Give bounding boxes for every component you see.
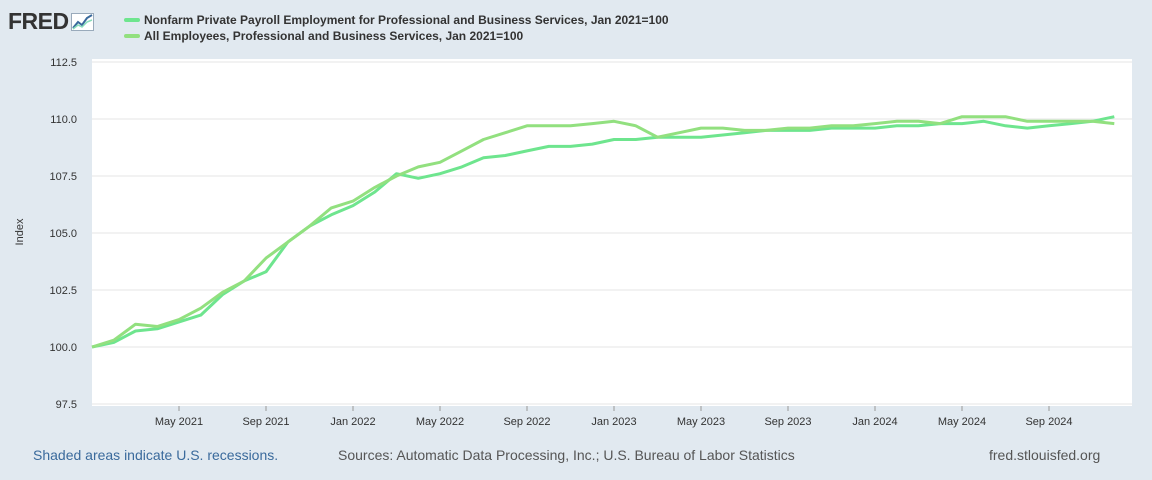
fred-graph-icon: [70, 12, 94, 31]
fred-logo-text: FRED: [8, 8, 69, 34]
legend-label-series1: Nonfarm Private Payroll Employment for P…: [144, 13, 669, 27]
y-tick-label: 102.5: [49, 285, 77, 297]
x-tick-label: Sep 2023: [764, 416, 811, 428]
legend-swatch-series2: [124, 34, 140, 38]
legend-swatch-series1: [124, 18, 140, 22]
x-tick-label: May 2024: [938, 416, 986, 428]
x-axis: May 2021 Sep 2021 Jan 2022 May 2022 Sep 2022…: [155, 406, 1073, 428]
x-tick-label: Sep 2024: [1025, 416, 1072, 428]
y-tick-label: 110.0: [50, 114, 77, 126]
line-chart[interactable]: 97.5 100.0 102.5 105.0 107.5 110.0 112.5 May 2…: [0, 0, 1152, 440]
site-link[interactable]: fred.stlouisfed.org: [989, 447, 1101, 463]
legend: Nonfarm Private Payroll Employment for P…: [124, 12, 669, 44]
y-axis-label: Index: [14, 218, 26, 245]
x-tick-label: Sep 2021: [242, 416, 289, 428]
y-tick-label: 100.0: [49, 342, 77, 354]
x-tick-label: May 2023: [677, 416, 725, 428]
x-tick-label: Sep 2022: [503, 416, 550, 428]
y-tick-label: 105.0: [49, 228, 77, 240]
y-tick-label: 97.5: [56, 399, 77, 411]
grid-lines: [92, 61, 1132, 405]
x-tick-label: Jan 2023: [591, 416, 636, 428]
y-tick-label: 107.5: [49, 171, 77, 183]
x-tick-label: May 2021: [155, 416, 203, 428]
sources-note: Sources: Automatic Data Processing, Inc.…: [338, 447, 795, 463]
y-axis: 97.5 100.0 102.5 105.0 107.5 110.0 112.5: [49, 57, 77, 411]
y-tick-label: 112.5: [50, 57, 77, 69]
series-line-2[interactable]: [91, 115, 1115, 349]
fred-logo[interactable]: FRED: [8, 8, 95, 35]
x-tick-label: Jan 2024: [852, 416, 897, 428]
x-tick-label: May 2022: [416, 416, 464, 428]
legend-label-series2: All Employees, Professional and Business…: [144, 29, 524, 43]
recessions-note: Shaded areas indicate U.S. recessions.: [33, 447, 279, 463]
legend-item-series1[interactable]: Nonfarm Private Payroll Employment for P…: [124, 12, 669, 28]
series-lines: [91, 115, 1115, 349]
legend-item-series2[interactable]: All Employees, Professional and Business…: [124, 28, 669, 44]
x-tick-label: Jan 2022: [330, 416, 375, 428]
